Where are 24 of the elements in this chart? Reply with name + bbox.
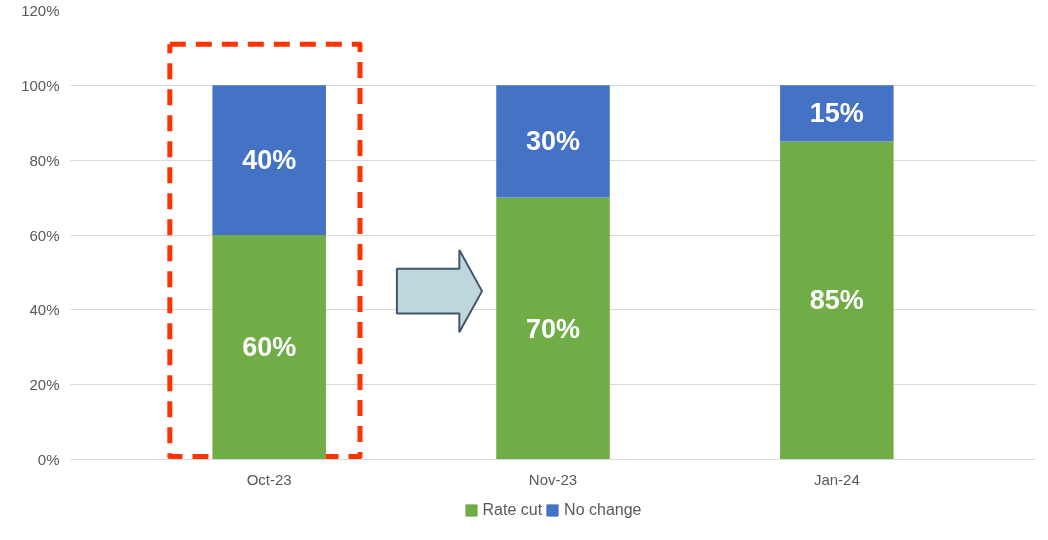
bar xyxy=(780,141,894,460)
data-label: 15% xyxy=(809,98,864,129)
x-tick-label: Jan-24 xyxy=(813,470,860,488)
bar xyxy=(212,235,326,460)
x-tick-label: Nov-23 xyxy=(528,470,578,488)
bar xyxy=(496,197,610,460)
y-tick-label: 0% xyxy=(37,451,60,468)
bar xyxy=(780,85,894,142)
legend-label: No change xyxy=(564,501,642,519)
data-label: 70% xyxy=(525,313,581,344)
bar xyxy=(212,85,326,235)
y-tick-label: 80% xyxy=(29,151,60,169)
y-tick-label: 100% xyxy=(21,76,60,94)
bar xyxy=(496,85,610,198)
data-label: 40% xyxy=(242,145,297,176)
data-label: 85% xyxy=(809,285,864,316)
y-tick-label: 40% xyxy=(29,301,60,319)
y-tick-label: 120% xyxy=(21,2,60,19)
legend-label: Rate cut xyxy=(482,501,543,519)
data-label: 60% xyxy=(242,332,297,363)
data-label: 30% xyxy=(525,126,581,157)
y-tick-label: 60% xyxy=(29,226,60,244)
y-tick-label: 20% xyxy=(29,376,60,394)
x-tick-label: Oct-23 xyxy=(246,470,292,488)
